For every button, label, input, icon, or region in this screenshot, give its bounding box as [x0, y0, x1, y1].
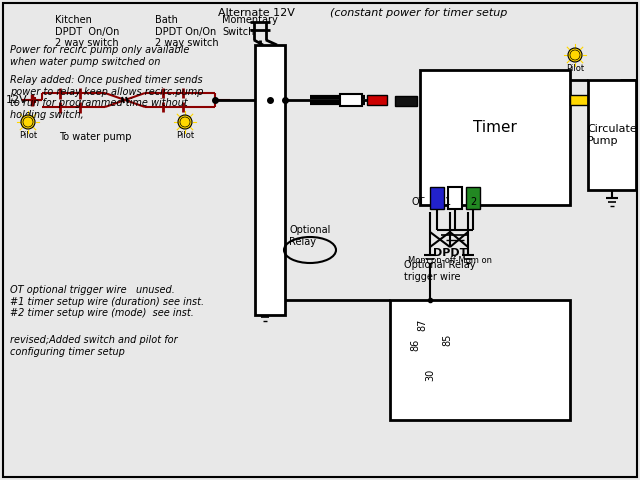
Text: 86: 86	[410, 339, 420, 351]
Text: Kitchen
DPDT  On/On
2 way switch: Kitchen DPDT On/On 2 way switch	[55, 15, 120, 48]
Bar	[255, 45, 285, 315]
Text: Bath
DPDT On/On
2 way switch: Bath DPDT On/On 2 way switch	[155, 15, 219, 48]
Text: revised;Added switch and pilot for
configuring timer setup: revised;Added switch and pilot for confi…	[10, 335, 178, 357]
Bar	[395, 96, 417, 106]
Circle shape	[570, 50, 580, 60]
Text: OT optional trigger wire   unused.
#1 timer setup wire (duration) see inst.
#2 t: OT optional trigger wire unused. #1 time…	[10, 285, 204, 318]
Text: (constant power for timer setup: (constant power for timer setup	[330, 8, 508, 18]
Text: 2: 2	[470, 197, 476, 207]
Text: Optional
Relay: Optional Relay	[289, 225, 331, 247]
Text: Pilot: Pilot	[566, 64, 584, 73]
Text: Optional Relay
trigger wire: Optional Relay trigger wire	[404, 260, 476, 282]
Text: DPDT: DPDT	[433, 248, 467, 258]
Text: OT: OT	[412, 197, 425, 207]
Circle shape	[23, 117, 33, 127]
Text: Power for recirc pump only available
when water pump switched on: Power for recirc pump only available whe…	[10, 45, 189, 67]
Text: Timer: Timer	[473, 120, 517, 135]
Text: Momentary
Switch: Momentary Switch	[222, 15, 278, 36]
Text: 30: 30	[425, 369, 435, 381]
Bar	[367, 95, 387, 105]
Text: Mom on-off-Mom on: Mom on-off-Mom on	[408, 256, 492, 265]
Text: 12V: 12V	[6, 95, 28, 105]
Text: Pilot: Pilot	[19, 131, 37, 140]
Bar	[448, 187, 462, 209]
Circle shape	[178, 115, 192, 129]
Circle shape	[568, 48, 582, 62]
Text: Alternate 12V: Alternate 12V	[218, 8, 295, 18]
Bar	[430, 187, 444, 209]
Bar	[390, 300, 570, 420]
Bar	[340, 94, 362, 106]
Circle shape	[180, 117, 190, 127]
Text: 1: 1	[445, 197, 451, 207]
Text: 85: 85	[442, 334, 452, 346]
Bar	[466, 187, 480, 209]
Text: Pilot: Pilot	[176, 131, 194, 140]
Text: To water pump: To water pump	[59, 132, 131, 142]
Text: 87: 87	[417, 319, 427, 331]
Bar	[570, 95, 592, 105]
Bar	[420, 70, 570, 205]
Circle shape	[21, 115, 35, 129]
Text: Relay added: Once pushed timer sends
power to relay keep allows recirc.pump
to r: Relay added: Once pushed timer sends pow…	[10, 75, 204, 120]
Bar	[588, 80, 636, 190]
Text: Circulate
Pump: Circulate Pump	[587, 124, 637, 146]
